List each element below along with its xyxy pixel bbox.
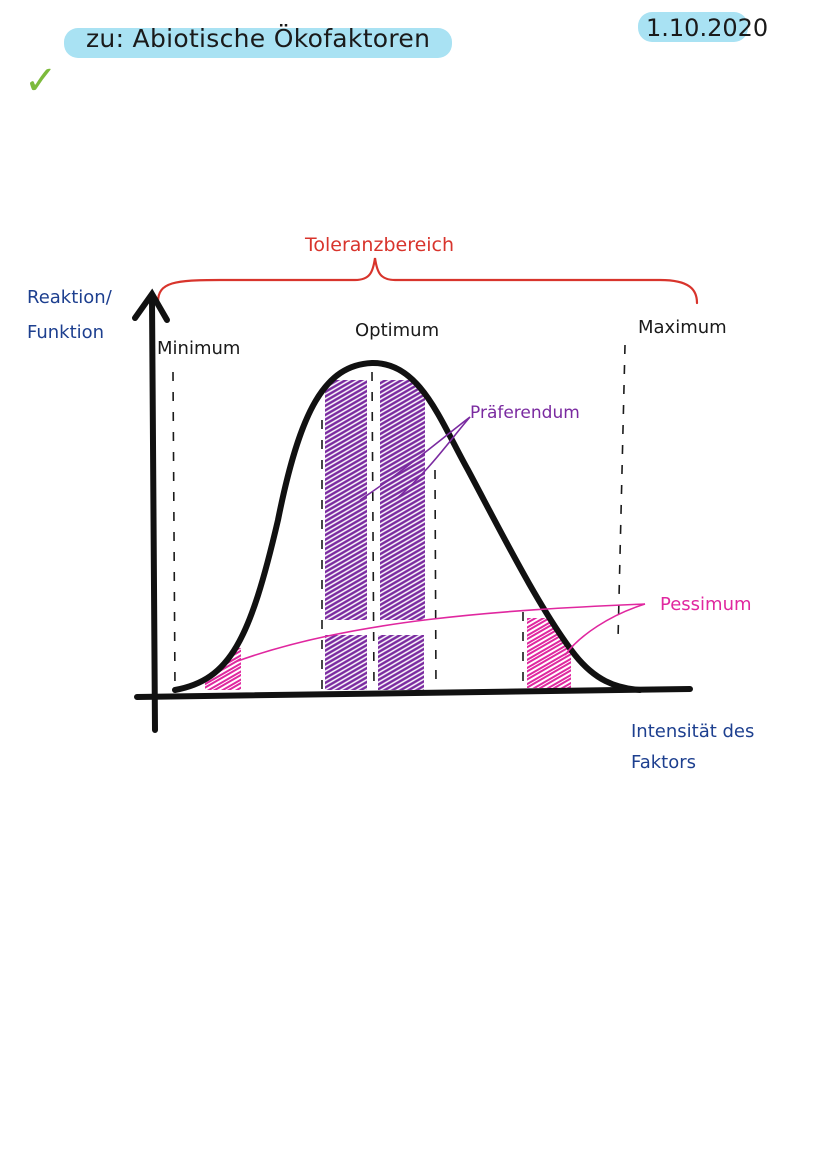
optimum-label: Optimum <box>355 320 439 341</box>
x-axis-label-line2: Faktors <box>631 752 696 773</box>
optimum-guide-line <box>371 371 375 691</box>
tolerance-label: Toleranzbereich <box>304 234 454 256</box>
page-title: zu: Abiotische Ökofaktoren <box>86 24 431 53</box>
maximum-label: Maximum <box>638 317 727 338</box>
praeferendum-right-hatch <box>380 380 425 620</box>
date-label: 1.10.2020 <box>646 14 769 42</box>
y-axis-label-line1: Reaktion/ <box>27 287 113 308</box>
praeferendum-right-guide <box>434 469 437 691</box>
guide-lines <box>172 344 626 691</box>
y-axis <box>149 297 158 733</box>
x-axis-label-line1: Intensität des <box>631 721 754 742</box>
y-axis-label-line2: Funktion <box>27 322 104 343</box>
tolerance-curve <box>172 359 643 693</box>
y-axis-arrow <box>132 288 170 323</box>
date-highlight <box>638 12 748 42</box>
tolerance-brace <box>156 257 699 305</box>
minimum-guide-line <box>172 371 176 691</box>
shading-group <box>205 380 571 690</box>
praeferendum-label: Präferendum <box>470 403 580 423</box>
checkmark-icon: ✓ <box>24 58 58 104</box>
pessimum-right-hatch <box>527 618 571 688</box>
pessimum-label: Pessimum <box>660 594 752 615</box>
title-highlight <box>64 28 452 58</box>
praeferendum-left-bottom-hatch <box>325 635 367 690</box>
minimum-label: Minimum <box>157 338 240 359</box>
praeferendum-pointer <box>359 416 471 501</box>
x-axis <box>134 686 693 700</box>
praeferendum-right-bottom-hatch <box>378 635 424 690</box>
axes <box>132 288 693 733</box>
pessimum-pointer <box>234 603 646 663</box>
maximum-guide-line <box>617 344 626 641</box>
